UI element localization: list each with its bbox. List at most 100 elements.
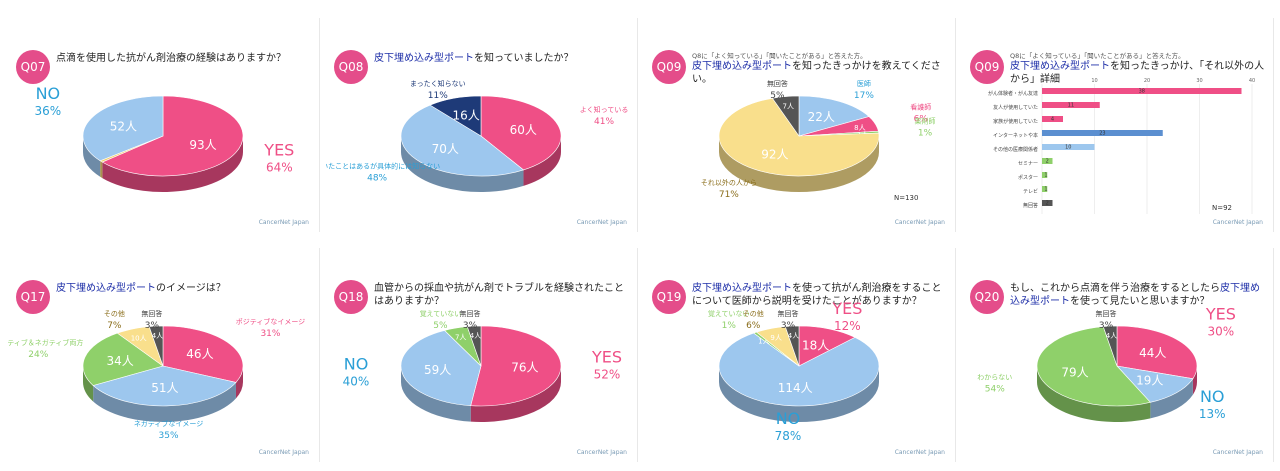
question-badge: Q09 (652, 50, 686, 84)
pie-slice (162, 325, 244, 383)
chart-label: 51人 (151, 381, 178, 395)
pie-slice-side (401, 136, 524, 193)
question-note: Q8に「よく知っている」「聞いたことがある」と答えた方。 (692, 52, 867, 60)
chart-label: 71% (719, 190, 739, 200)
chart-label: YES (1205, 304, 1236, 323)
question-text: Q8に「よく知っている」「聞いたことがある」と答えた方。 皮下埋め込み型ポートを知… (1010, 52, 1265, 86)
chart-label: 10人 (131, 334, 147, 342)
question-badge: Q09 (970, 50, 1004, 84)
question-pre: もし、これから点滴を伴う治療をするとしたら (1010, 283, 1220, 294)
chart-label: 4人 (152, 332, 163, 340)
pie-slice (798, 325, 856, 367)
chart-label: 3% (1099, 321, 1114, 331)
chart-label: 5% (433, 321, 448, 331)
question-text: もし、これから点滴を伴う治療をするとしたら皮下埋め込み型ポートを使って見たいと思… (1010, 282, 1265, 308)
chart-label: 7人 (455, 334, 466, 342)
question-text: 皮下埋め込み型ポートを使って抗がん剤治療をすることについて医師から説明を受けたこ… (692, 282, 947, 308)
cancernet-logo: CancerNet Japan (576, 449, 627, 456)
cancernet-logo: CancerNet Japan (576, 219, 627, 226)
chart-label: 6% (914, 115, 929, 125)
pie-slice (784, 325, 800, 367)
chart-label: 12% (834, 319, 861, 333)
chart-label: 薬剤師 (915, 117, 936, 126)
chart-label: 17% (854, 91, 874, 101)
chart-label: 23 (1099, 131, 1105, 137)
question-badge: Q08 (334, 50, 368, 84)
question-post: を使って見たいと思いますか？ (1070, 296, 1210, 307)
question-post: のイメージは？ (156, 283, 226, 294)
bar (1042, 144, 1095, 150)
pie-slice (400, 330, 482, 406)
chart-label: 114人 (778, 381, 813, 395)
question-pre: 皮下埋め込み型ポート (1010, 61, 1110, 72)
chart-label: ポジティブ＆ネガティブ両方 (8, 338, 83, 347)
chart-label: 4人 (1106, 332, 1117, 340)
chart-label: 1人 (758, 337, 769, 345)
bar (1042, 130, 1163, 136)
chart-label: 40% (343, 374, 370, 388)
chart-label: 4 (1051, 117, 1054, 123)
question-post: を知ったきっかけ、「それ以外の人から」詳細 (1010, 61, 1265, 85)
chart-label: よく知っている (580, 105, 629, 114)
chart-label: 44人 (1139, 346, 1166, 360)
pie-slice (400, 104, 525, 177)
chart-label: 5% (770, 91, 785, 101)
chart-label: 友人が使用していた (993, 104, 1038, 111)
chart-label: 10 (1091, 78, 1097, 84)
chart-label: セミナー (1018, 161, 1038, 167)
bar (1042, 88, 1242, 94)
question-hl: 皮下埋め込み型ポート (56, 283, 156, 294)
chart-label: 覚えていない (420, 309, 462, 318)
chart-label: 2 (1046, 201, 1049, 207)
chart-label: 3% (781, 321, 796, 331)
chart-label: 52% (594, 367, 621, 381)
sample-size: N=92 (1212, 204, 1232, 212)
pie-slice (429, 95, 482, 137)
chart-label: 11% (428, 91, 448, 101)
question-pre: 皮下埋め込み型ポート (692, 61, 792, 72)
pie-slice-side (470, 366, 561, 422)
chart-label: わからない (977, 374, 1012, 382)
pie-slice (470, 325, 562, 407)
chart-label: 22人 (808, 110, 835, 124)
cancernet-logo: CancerNet Japan (258, 449, 309, 456)
pie-slice (798, 95, 870, 137)
question-hl: 皮下埋め込み型ポート (1010, 283, 1260, 307)
pie-slice (148, 325, 164, 367)
question-post: を知ったきっかけを教えてください。 (692, 61, 941, 85)
chart-label: 30 (1196, 78, 1202, 84)
bar (1042, 158, 1053, 164)
chart-label: NO (1200, 387, 1225, 406)
pie-slice-side (719, 136, 879, 192)
chart-label: 46人 (186, 347, 213, 361)
pie-slice (466, 325, 482, 367)
chart-label: ネガティブなイメージ (134, 419, 203, 428)
survey-panel-q18: Q18 血管からの採血や抗がん剤でトラブルを経験されたことはありますか？ 76人 YE… (326, 248, 638, 462)
chart-label: 79人 (1061, 366, 1088, 380)
chart-label: 54% (985, 385, 1005, 395)
pie-slice (1116, 325, 1198, 380)
pie-slice (1102, 325, 1118, 367)
chart-label: 31% (260, 329, 280, 339)
chart-label: 30% (1208, 324, 1235, 338)
bar (1042, 186, 1048, 192)
bar (1042, 172, 1048, 178)
chart-label: 0 (1040, 78, 1043, 84)
chart-label: 無回答 (767, 79, 788, 88)
question-post: を使って抗がん剤治療をすることについて医師から説明を受けたことがありますか？ (692, 283, 942, 307)
question-badge: Q07 (16, 50, 50, 84)
chart-label: 3% (463, 321, 478, 331)
survey-panel-q09b: Q09 Q8に「よく知っている」「聞いたことがある」と答えた方。 皮下埋め込み型ポー… (962, 18, 1274, 232)
chart-label: その他の医療関係者 (993, 146, 1038, 153)
chart-label: 64% (266, 161, 293, 175)
question-pre: 血管からの採血や抗がん剤でトラブルを経験されたことはありますか？ (374, 283, 624, 307)
question-text: 点滴を使用した抗がん剤治療の経験はありますか？ (56, 52, 311, 65)
pie-slice (718, 97, 880, 177)
pie-slice-side (1150, 378, 1193, 419)
chart-label: その他 (743, 309, 764, 318)
chart-label: 8人 (854, 124, 865, 132)
chart-label: ポジティブなイメージ (236, 317, 305, 326)
